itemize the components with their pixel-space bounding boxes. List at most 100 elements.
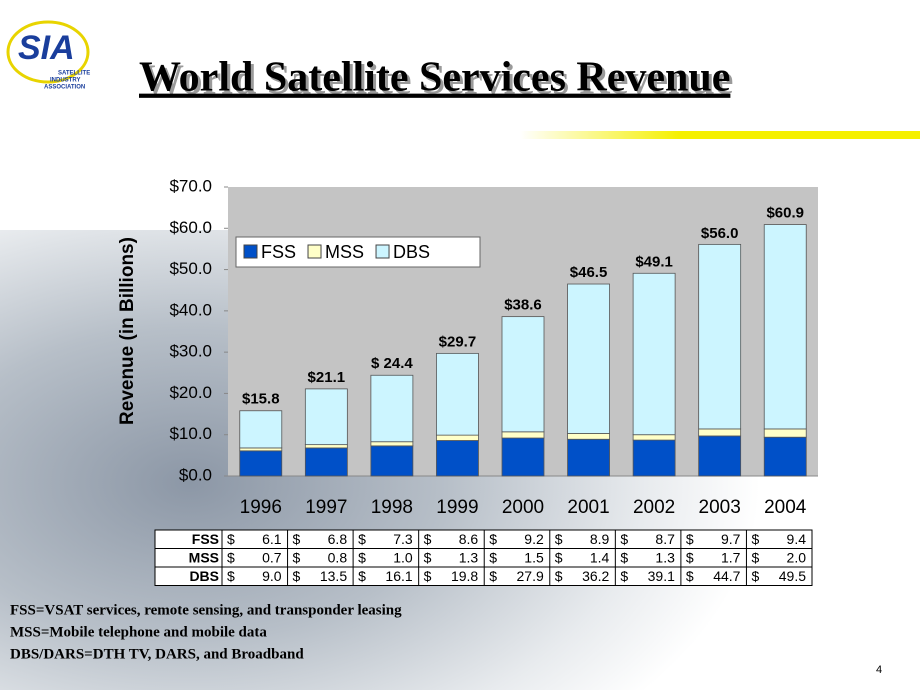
table-currency: $ xyxy=(686,531,694,547)
bar-segment xyxy=(763,428,807,438)
table-bg xyxy=(154,529,813,586)
bar-segment xyxy=(304,388,348,446)
bar-segment xyxy=(632,434,676,441)
bar-segment xyxy=(567,433,610,440)
bar-segment xyxy=(370,445,414,477)
table-cell: 13.5 xyxy=(320,568,347,584)
y-tick-label: $30.0 xyxy=(169,342,212,361)
note: DBS/DARS=DTH TV, DARS, and Broadband xyxy=(10,646,304,662)
x-tick-label: 2003 xyxy=(699,497,741,518)
logo-line: ASSOCIATION xyxy=(44,85,85,91)
table-cell: 8.6 xyxy=(459,531,479,547)
chart-title: World Satellite Services Revenue xyxy=(139,55,730,101)
table-cell: 1.4 xyxy=(590,549,610,565)
bar-segment xyxy=(763,436,807,477)
table-cell: 16.1 xyxy=(385,568,412,584)
x-tick-label: 2000 xyxy=(502,497,544,518)
table-cell: 7.3 xyxy=(393,531,413,547)
table-currency: $ xyxy=(293,531,301,547)
table-currency: $ xyxy=(620,549,628,565)
table-cell: 1.7 xyxy=(721,549,741,565)
note: MSS=Mobile telephone and mobile data xyxy=(10,624,267,640)
table-cell: 39.1 xyxy=(648,568,675,584)
table-cell: 44.7 xyxy=(713,568,740,584)
legend-label: FSS xyxy=(261,242,296,262)
table-cell: 6.1 xyxy=(262,531,282,547)
table-cell: 0.7 xyxy=(262,549,282,565)
table-currency: $ xyxy=(424,549,432,565)
legend-label: DBS xyxy=(393,242,430,262)
x-tick-label: 1998 xyxy=(371,497,413,518)
bar-segment xyxy=(304,447,348,477)
table-currency: $ xyxy=(358,568,366,584)
table-currency: $ xyxy=(489,568,497,584)
total-label: $56.0 xyxy=(701,225,739,242)
bar-segment xyxy=(370,441,414,447)
x-tick-label: 2002 xyxy=(633,497,675,518)
bar-segment xyxy=(239,450,283,477)
title-shadow: World Satellite Services Revenue xyxy=(142,58,733,104)
legend-label: MSS xyxy=(325,242,364,262)
y-tick-label: $70.0 xyxy=(169,176,212,195)
bar-segment xyxy=(567,283,610,434)
table-cell: 1.3 xyxy=(655,549,675,565)
bar-segment xyxy=(632,439,676,477)
bar-segment xyxy=(698,428,742,437)
table-cell: 1.3 xyxy=(459,549,479,565)
page-number: 4 xyxy=(876,664,882,676)
bar-segment xyxy=(239,410,283,449)
bar-segment xyxy=(567,438,610,477)
bar-segment xyxy=(239,447,283,452)
bar-segment xyxy=(436,352,479,436)
y-axis-label: Revenue (in Billions) xyxy=(117,237,138,425)
y-tick-label: $20.0 xyxy=(169,383,212,402)
table-currency: $ xyxy=(686,568,694,584)
table-cell: 8.7 xyxy=(655,531,675,547)
table-cell: 9.7 xyxy=(721,531,741,547)
legend-swatch xyxy=(243,244,258,259)
logo-orbit xyxy=(6,20,90,84)
table-currency: $ xyxy=(424,531,432,547)
table-cell: 27.9 xyxy=(517,568,544,584)
y-tick-label: $50.0 xyxy=(169,259,212,278)
legend-box xyxy=(235,236,481,268)
table-cell: 36.2 xyxy=(582,568,609,584)
bar-segment xyxy=(501,316,545,433)
logo-line: SATELLITE xyxy=(58,71,90,77)
table-cell: 9.4 xyxy=(787,531,807,547)
table-currency: $ xyxy=(227,549,235,565)
note: FSS=VSAT services, remote sensing, and t… xyxy=(10,602,402,618)
bar-segment xyxy=(698,435,742,477)
bar-segment xyxy=(698,243,742,430)
bar-segment xyxy=(632,272,676,436)
bar-segment xyxy=(304,444,348,449)
legend-swatch xyxy=(307,244,322,259)
table-currency: $ xyxy=(751,568,759,584)
table-cell: 19.8 xyxy=(451,568,478,584)
table-currency: $ xyxy=(489,531,497,547)
table-currency: $ xyxy=(620,531,628,547)
table-cell: 1.0 xyxy=(393,549,413,565)
table-currency: $ xyxy=(686,549,694,565)
table-cell: 1.5 xyxy=(524,549,544,565)
total-label: $21.1 xyxy=(308,369,346,386)
table-currency: $ xyxy=(620,568,628,584)
legend-swatch xyxy=(375,244,390,259)
accent-bar xyxy=(520,131,920,139)
x-tick-label: 1997 xyxy=(305,497,347,518)
table-cell: 8.9 xyxy=(590,531,610,547)
table-currency: $ xyxy=(424,568,432,584)
table-currency: $ xyxy=(293,549,301,565)
table-cell: 6.8 xyxy=(328,531,348,547)
total-label: $49.1 xyxy=(635,253,673,270)
table-cell: 0.8 xyxy=(328,549,348,565)
table-currency: $ xyxy=(293,568,301,584)
total-label: $60.9 xyxy=(766,205,804,222)
bar-segment xyxy=(763,224,807,430)
table-currency: $ xyxy=(227,531,235,547)
table-currency: $ xyxy=(751,549,759,565)
table-row-header: MSS xyxy=(189,549,219,565)
bar-segment xyxy=(501,437,545,477)
total-label: $15.8 xyxy=(242,391,280,408)
